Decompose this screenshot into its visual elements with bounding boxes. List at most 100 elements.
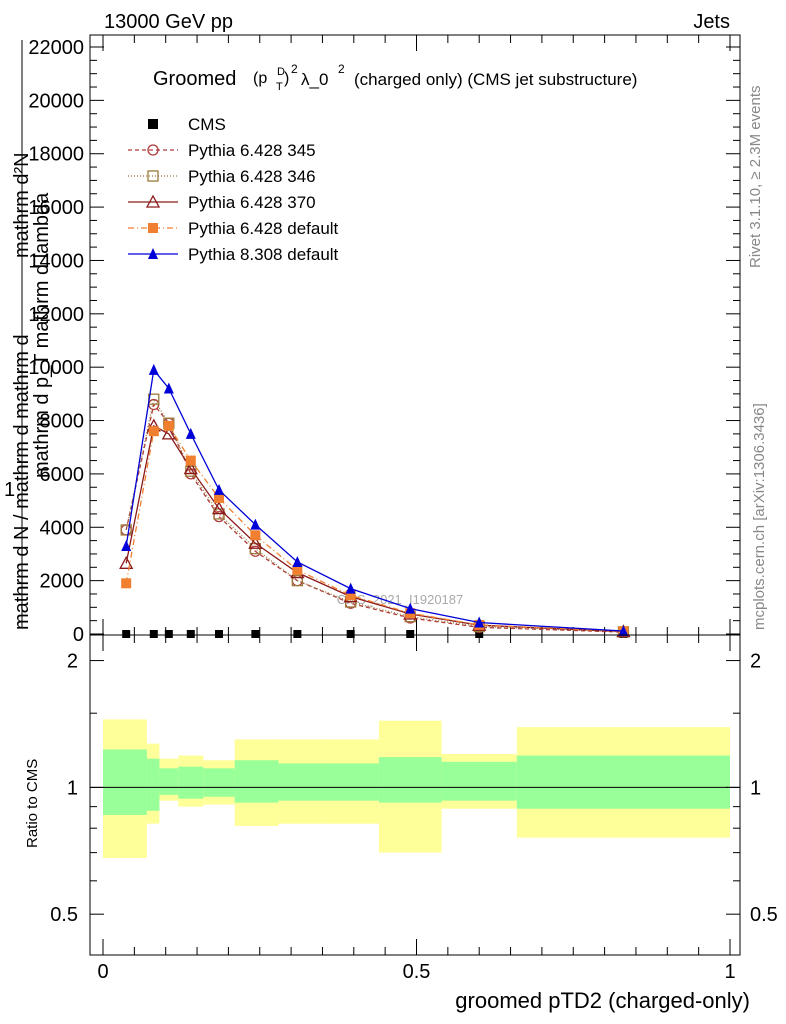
data-point [185, 427, 196, 439]
data-point [161, 426, 176, 440]
data-point [121, 539, 132, 551]
y-tick-label: 12000 [28, 304, 84, 326]
title-sup-d: D [277, 66, 285, 78]
stat-band-bin [178, 766, 204, 799]
data-point [183, 461, 198, 475]
data-point [149, 629, 158, 638]
stat-band-bin [103, 749, 147, 815]
legend-entry: Pythia 6.428 default [128, 219, 339, 238]
ratio-panel: 0.5 0.5 1 1 2 2 0 0.5 1 Ratio to CMS groomed pTD… [24, 634, 778, 1013]
main-y-axis: 0 2000 4000 6000 8000 10000 12000 14000 16000 180… [28, 35, 740, 646]
ratio-y-tick-label: 2 [67, 651, 78, 673]
ratio-y-tick-label-right: 0.5 [750, 904, 778, 926]
data-point [346, 629, 355, 638]
y-tick-label: 10000 [28, 357, 84, 379]
data-point [145, 194, 161, 208]
series-line [125, 397, 624, 633]
data-point [250, 530, 261, 541]
data-point [185, 455, 196, 466]
legend-label: CMS [188, 115, 226, 134]
y-tick-label: 8000 [40, 411, 85, 433]
ratio-y-tick-label-right: 2 [750, 651, 761, 673]
watermark: CMS_2021_I1920187 [337, 592, 464, 607]
main-panel: 0 2000 4000 6000 8000 10000 12000 14000 16000 180… [4, 34, 741, 646]
data-point [213, 483, 224, 495]
data-point [120, 524, 132, 536]
x-tick-label: 0 [97, 961, 108, 983]
ratio-frame [89, 634, 741, 956]
legend-label: Pythia 6.428 default [188, 219, 339, 238]
ylabel-lower: mathrm d p_T mathrm d lambda [31, 192, 53, 478]
ratio-y-label: Ratio to CMS [24, 759, 41, 848]
ratio-bands [103, 719, 730, 858]
title-p: (p [253, 70, 267, 87]
y-tick-label: 6000 [40, 464, 85, 486]
y-tick-label: 16000 [28, 197, 84, 219]
legend: CMS Pythia 6.428 345 Pythia 6.428 346 Pythi… [128, 115, 339, 264]
data-point [345, 590, 356, 601]
legend-label: Pythia 6.428 346 [188, 167, 316, 186]
stat-band-bin [322, 763, 379, 801]
ylabel-one: 1 [4, 479, 15, 501]
stat-band-bin [146, 758, 160, 811]
stat-band-bin [159, 768, 179, 795]
data-point [211, 501, 227, 515]
mcplots-label: mcplots.cern.ch [arXiv:1306.3436] [751, 403, 768, 630]
header-right: Jets [693, 11, 730, 33]
data-point [292, 555, 303, 567]
y-tick-label: 22000 [28, 37, 84, 59]
data-point [405, 602, 416, 614]
x-tick-label: 0.5 [403, 961, 431, 983]
data-point [214, 629, 223, 638]
y-tick-label: 14000 [28, 250, 84, 272]
title-sup-2: 2 [291, 62, 298, 76]
data-point [163, 420, 174, 431]
series-0 [122, 629, 628, 638]
main-series [119, 363, 631, 638]
y-tick-label: 4000 [40, 517, 85, 539]
data-point [148, 223, 158, 233]
data-point [345, 582, 356, 594]
title-sub-t: T [276, 81, 283, 93]
legend-entry: Pythia 6.428 345 [128, 141, 316, 160]
stat-band-bin [378, 757, 442, 803]
data-point [163, 382, 174, 394]
series-line [125, 425, 624, 632]
data-point [147, 170, 159, 182]
series-3 [119, 418, 631, 638]
x-tick-label: 1 [724, 961, 735, 983]
x-axis-label: groomed pTD2 (charged-only) [455, 988, 750, 1013]
data-point [291, 574, 304, 587]
title-suffix: (charged only) (CMS jet substructure) [354, 70, 637, 89]
rivet-label: Rivet 3.1.10, ≥ 2.3M events [747, 86, 764, 269]
data-point [122, 629, 131, 638]
title-close-paren: ) [284, 70, 289, 87]
data-point [148, 119, 158, 129]
stat-band-bin [516, 755, 730, 809]
data-point [119, 555, 134, 569]
legend-label: Pythia 6.428 370 [188, 193, 316, 212]
data-point [186, 629, 195, 638]
header-left: 13000 GeV pp [104, 11, 233, 33]
title-prefix: Groomed [153, 68, 236, 90]
ratio-axes: 0.5 0.5 1 1 2 2 0 0.5 1 [50, 635, 778, 983]
y-tick-label: 0 [73, 624, 84, 646]
data-point [474, 616, 485, 628]
data-point [147, 144, 159, 156]
legend-entry: Pythia 6.428 346 [128, 167, 316, 186]
legend-label: Pythia 6.428 345 [188, 141, 316, 160]
y-tick-label: 18000 [28, 144, 84, 166]
title-lambda-sup: 2 [338, 62, 345, 76]
data-point [250, 518, 261, 530]
data-point [251, 629, 260, 638]
chart-title: Groomed (p T D ) 2 λ_0 2 (charged only) … [153, 62, 637, 93]
stat-band-bin [203, 768, 235, 797]
ratio-y-tick-label: 0.5 [50, 904, 78, 926]
stat-band-bin [278, 763, 323, 801]
ratio-y-tick-label: 1 [67, 777, 78, 799]
stat-band-bin [234, 760, 279, 803]
data-point [618, 625, 629, 637]
title-lambda: λ_0 [301, 70, 328, 89]
data-point [475, 629, 484, 638]
